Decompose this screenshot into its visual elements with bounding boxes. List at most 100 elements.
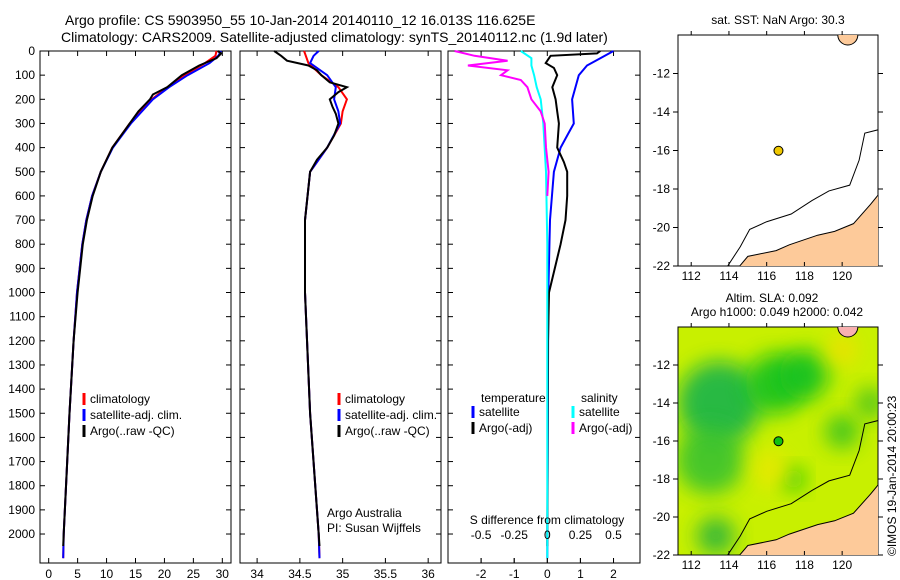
y-tick-label: -18 xyxy=(653,182,671,196)
island xyxy=(837,327,859,338)
y-tick-label: 300 xyxy=(15,116,35,130)
y-tick-label: -14 xyxy=(653,105,671,119)
sla-blob xyxy=(825,414,860,449)
x-tick-label: 15 xyxy=(129,567,143,580)
legend-label: Argo(-adj) xyxy=(579,421,632,435)
y-tick-label: 1500 xyxy=(8,406,35,420)
salinity-panel: 3434.53535.536salinityclimatologysatelli… xyxy=(239,50,442,580)
y-tick-label: 1900 xyxy=(8,503,35,517)
y-tick-label: -12 xyxy=(653,67,671,81)
x-tick-label: 30 xyxy=(216,567,230,580)
sla-map: 112 114 116 118 120 -12 -14 -16 -18 -20 -22 Altim. … xyxy=(653,291,883,572)
series-argo xyxy=(62,50,223,547)
map-title: sat. SST: NaN Argo: 30.3 xyxy=(711,13,845,27)
x-tick-label: -2 xyxy=(476,567,487,580)
sst-map: 112 114 116 118 120 -12 -14 -16 -18 -20 -22 sat. SS… xyxy=(653,13,883,283)
x-tick-label: -1 xyxy=(509,567,520,580)
x2-tick-label: 0.25 xyxy=(569,528,593,542)
land xyxy=(739,484,878,555)
temperature-panel: 0 5 10 15 20 25 300100200300400500600700800900… xyxy=(8,44,232,580)
map-content xyxy=(727,35,878,266)
x-tick-label: 35 xyxy=(336,567,350,580)
legend-label: satellite xyxy=(479,405,520,419)
y-tick-label: 100 xyxy=(15,68,35,82)
x-tick-label: 0 xyxy=(45,567,52,580)
y-tick-label: 600 xyxy=(15,189,35,203)
y-tick-label: 1000 xyxy=(8,286,35,300)
isobath xyxy=(727,420,878,555)
y-tick-label: -20 xyxy=(653,510,671,524)
legend-label: satellite-adj. clim. xyxy=(345,408,437,422)
map-title: Altim. SLA: 0.092 xyxy=(726,291,819,305)
x2-tick-label: 0.5 xyxy=(605,528,622,542)
island xyxy=(837,35,859,46)
y-tick-label: 700 xyxy=(15,213,35,227)
series-s-satellite xyxy=(520,50,549,559)
y-tick-label: 800 xyxy=(15,237,35,251)
x-tick-label: 34 xyxy=(250,567,264,580)
x-tick-label: 112 xyxy=(682,558,701,572)
x-tick-label: 112 xyxy=(682,269,701,283)
x-tick-label: 118 xyxy=(795,269,814,283)
y-tick-label: 1700 xyxy=(8,455,35,469)
legend-label: Argo(..raw -QC) xyxy=(345,424,430,438)
x-tick-label: 118 xyxy=(795,558,814,572)
y-tick-label: 2000 xyxy=(8,527,35,541)
y-tick-label: 1300 xyxy=(8,358,35,372)
difference-panel: -2-1012T difference from climatologytemp… xyxy=(447,50,641,580)
sla-blob xyxy=(855,387,878,419)
sla-blob xyxy=(779,349,830,400)
legend-label: Argo(-adj) xyxy=(479,421,532,435)
y-tick-label: 400 xyxy=(15,141,35,155)
y-tick-label: 1200 xyxy=(8,334,35,348)
x2-tick-label: -0.5 xyxy=(471,528,492,542)
y-tick-label: -22 xyxy=(653,548,671,562)
x-tick-label: 10 xyxy=(100,567,114,580)
x-tick-label: 36 xyxy=(421,567,435,580)
y-tick-label: -22 xyxy=(653,259,671,273)
x-tick-label: 2 xyxy=(610,567,617,580)
x-tick-label: 35.5 xyxy=(374,567,398,580)
x2-axis-label: S difference from climatology xyxy=(470,513,625,527)
sla-blob xyxy=(826,334,858,365)
series-argo xyxy=(273,50,350,547)
x-tick-label: 25 xyxy=(187,567,201,580)
x2-tick-label: -0.25 xyxy=(501,528,529,542)
watermark: ©IMOS 19-Jan-2014 20:00:23 xyxy=(885,395,899,556)
legend-label: satellite-adj. clim. xyxy=(90,408,182,422)
x-tick-label: 120 xyxy=(832,269,852,283)
series-t-argo xyxy=(544,50,601,547)
y-tick-label: -12 xyxy=(653,358,671,372)
isobath xyxy=(727,129,878,266)
x-tick-label: 120 xyxy=(832,558,852,572)
x-tick-label: 20 xyxy=(158,567,172,580)
x-tick-label: 116 xyxy=(757,269,776,283)
figure-title-line1: Argo profile: CS 5903950_55 10-Jan-2014 … xyxy=(65,12,536,28)
sla-blob xyxy=(678,361,762,445)
x2-tick-label: 0 xyxy=(544,528,551,542)
map-title: Argo h1000: 0.049 h2000: 0.042 xyxy=(691,305,863,319)
sla-blob xyxy=(678,425,745,495)
map-content xyxy=(678,327,878,555)
plot-area xyxy=(39,50,232,564)
y-tick-label: -16 xyxy=(653,434,671,448)
argo-location-marker xyxy=(773,145,784,156)
y-tick-label: -14 xyxy=(653,396,671,410)
argo-location-marker xyxy=(773,436,784,447)
y-tick-label: 1100 xyxy=(9,310,35,324)
legend-label: satellite xyxy=(579,405,620,419)
annotation: PI: Susan Wijffels xyxy=(327,521,421,535)
y-tick-label: 900 xyxy=(15,261,35,275)
x-tick-label: 5 xyxy=(74,567,81,580)
legend-header: temperature xyxy=(481,391,546,405)
x-tick-label: 114 xyxy=(719,558,738,572)
legend-label: climatology xyxy=(90,392,150,406)
x-tick-label: 114 xyxy=(719,269,738,283)
y-tick-label: -20 xyxy=(653,221,671,235)
x-tick-label: 116 xyxy=(757,558,776,572)
y-tick-label: 500 xyxy=(15,165,35,179)
annotation: Argo Australia xyxy=(327,506,402,520)
sla-blob xyxy=(751,450,790,489)
legend-label: Argo(..raw -QC) xyxy=(90,424,175,438)
